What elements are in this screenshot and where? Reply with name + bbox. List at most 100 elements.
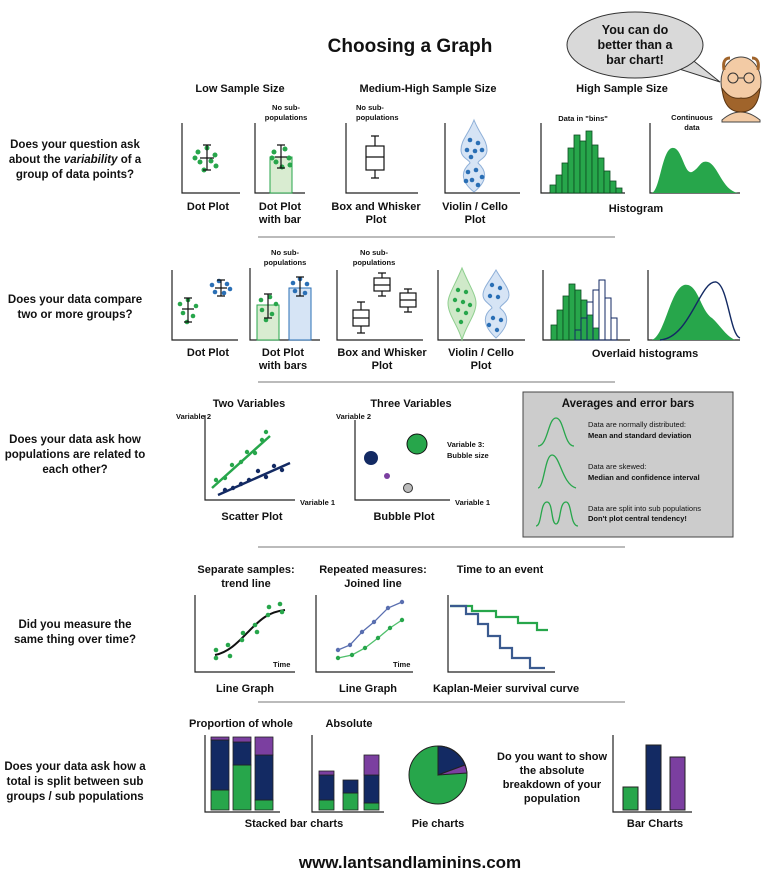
chart-label: Box and Whisker bbox=[337, 347, 427, 359]
illustration-dot-plot-bars bbox=[249, 268, 320, 341]
axis-label: Variable 1 bbox=[455, 498, 490, 507]
column-header: High Sample Size bbox=[576, 83, 668, 95]
illustration-stacked-absolute-shape bbox=[311, 735, 384, 813]
illustration-pie bbox=[408, 745, 468, 805]
chart-label: Bubble Plot bbox=[373, 511, 434, 523]
illustration-joined-line-shape-shape bbox=[359, 629, 365, 635]
illustration-dot-plot-bar-shape-shape bbox=[273, 159, 279, 165]
illustration-violin-shape-shape bbox=[468, 154, 474, 160]
illustration-bubble-shape bbox=[384, 473, 390, 479]
footer: www.lantsandlaminins.com bbox=[298, 853, 521, 872]
illustration-stacked-proportion-shape-shape bbox=[232, 764, 252, 811]
illustration-stacked-absolute bbox=[311, 735, 384, 813]
illustration-overlaid-histogram bbox=[542, 270, 630, 341]
illustration-joined-line-shape-shape bbox=[399, 617, 405, 623]
illustration-violins-shape-shape bbox=[489, 282, 495, 288]
illustration-joined-line-shape bbox=[337, 619, 403, 659]
illustration-overlaid-histogram-shape-shape bbox=[562, 295, 570, 341]
illustration-stacked-proportion-shape-shape bbox=[210, 736, 230, 741]
illustration-scatter-shape bbox=[217, 461, 291, 497]
note: Data in "bins" bbox=[558, 114, 608, 123]
bubble-text: bar chart! bbox=[606, 53, 664, 67]
illustration-violin-shape-shape bbox=[464, 147, 470, 153]
chart-label: with bar bbox=[258, 214, 302, 226]
chart-label: Dot Plot bbox=[259, 201, 301, 213]
question: about the variability of a bbox=[9, 154, 142, 166]
note: populations bbox=[264, 258, 307, 267]
illustration-histogram-shape-shape bbox=[591, 144, 599, 194]
illustration-overlaid-histogram-shape-shape bbox=[556, 309, 564, 341]
note: Continuous bbox=[671, 113, 713, 122]
illustration-density-shape bbox=[652, 147, 738, 193]
illustration-dot-plot-bar-shape-shape bbox=[286, 155, 292, 161]
illustration-stacked-absolute-shape bbox=[318, 754, 380, 811]
illustration-violins-shape bbox=[452, 287, 473, 325]
illustration-survival-curve-shape bbox=[450, 604, 545, 670]
illustration-bubble-shape bbox=[403, 483, 413, 493]
illustration-box-plots-shape bbox=[352, 309, 370, 327]
illustration-bubble-shape bbox=[406, 433, 428, 455]
illustration-stacked-proportion-shape-shape bbox=[254, 799, 274, 811]
illustration-violins-shape-shape bbox=[460, 299, 466, 305]
illustration-joined-line-shape-shape bbox=[387, 625, 393, 631]
chart-label: Kaplan-Meier survival curve bbox=[433, 683, 579, 695]
note: No sub- bbox=[356, 103, 384, 112]
illustration-violin-shape-shape bbox=[467, 137, 473, 143]
illustration-dot-plot bbox=[181, 123, 240, 194]
axis-label: Time bbox=[273, 660, 290, 669]
note: populations bbox=[356, 113, 399, 122]
question: groups / sub populations bbox=[6, 791, 143, 803]
illustration-survival-curve-shape bbox=[447, 595, 555, 673]
illustration-violin-shape-shape bbox=[472, 148, 478, 154]
question: same thing over time? bbox=[14, 634, 136, 646]
illustration-stacked-absolute-shape-shape bbox=[342, 792, 359, 811]
illustration-scatter-shape-shape bbox=[238, 481, 244, 487]
illustration-dot-plot-shape bbox=[200, 144, 214, 171]
illustration-overlaid-density-shape bbox=[652, 284, 735, 340]
note: No sub- bbox=[272, 103, 300, 112]
illustration-dot-plot-bars-shape bbox=[258, 294, 279, 323]
illustration-scatter-shape-shape bbox=[271, 463, 277, 469]
illustration-stacked-absolute-shape-shape bbox=[318, 770, 335, 776]
illustration-violins bbox=[437, 266, 525, 342]
axis-label: Variable 1 bbox=[300, 498, 335, 507]
illustration-bubble-shape bbox=[364, 451, 378, 465]
sub-header: Repeated measures: bbox=[319, 564, 427, 576]
illustration-joined-line-shape bbox=[315, 595, 413, 673]
illustration-stacked-proportion-shape-shape bbox=[210, 739, 230, 791]
illustration-dot-plot-shape-shape bbox=[195, 149, 201, 155]
illustration-scatter-shape-shape bbox=[252, 450, 258, 456]
illustration-stacked-absolute-shape-shape bbox=[363, 754, 380, 776]
question: Does your data ask how bbox=[9, 434, 141, 446]
illustration-dot-plot-bars-shape-shape bbox=[290, 280, 296, 286]
illustration-joined-line-shape-shape bbox=[347, 642, 353, 648]
title: Choosing a Graph bbox=[328, 36, 493, 57]
illustration-scatter-shape-shape bbox=[246, 477, 252, 483]
illustration-joined-line-shape bbox=[335, 599, 405, 653]
illustration-stacked-absolute-shape-shape bbox=[363, 802, 380, 811]
illustration-dot-plot-groups-shape-shape bbox=[193, 303, 199, 309]
note: Variable 3: bbox=[447, 440, 485, 449]
illustration-scatter-shape-shape bbox=[279, 467, 285, 473]
illustration-overlaid-histogram-shape-shape bbox=[580, 299, 588, 341]
illustration-dot-plot-groups-shape-shape bbox=[227, 286, 233, 292]
illustration-dot-plot-bars-shape-shape bbox=[269, 311, 275, 317]
illustration-dot-plot-bars-shape bbox=[264, 276, 304, 319]
illustration-density bbox=[649, 123, 740, 194]
illustration-violin bbox=[444, 118, 520, 194]
illustration-overlaid-histogram-shape-shape bbox=[604, 297, 612, 341]
illustration-box-plots-shape bbox=[399, 292, 417, 308]
illustration-dot-plot-shape-shape bbox=[197, 159, 203, 165]
illustration-violins-shape-shape bbox=[463, 310, 469, 316]
chart-label: Plot bbox=[471, 360, 492, 372]
illustration-dot-plot-bars-shape bbox=[290, 276, 310, 296]
illustration-scatter-shape bbox=[213, 429, 269, 483]
illustration-violins-shape-shape bbox=[490, 315, 496, 321]
illustration-stacked-proportion-shape-shape bbox=[210, 789, 230, 811]
chart-label: Violin / Cello bbox=[448, 347, 514, 359]
illustration-scatter-shape-shape bbox=[230, 485, 236, 491]
axis-label: Variable 2 bbox=[336, 412, 371, 421]
illustration-histogram-shape bbox=[549, 130, 623, 194]
illustration-dot-plot-shape bbox=[181, 123, 240, 194]
illustration-joined-line-shape-shape bbox=[335, 647, 341, 653]
